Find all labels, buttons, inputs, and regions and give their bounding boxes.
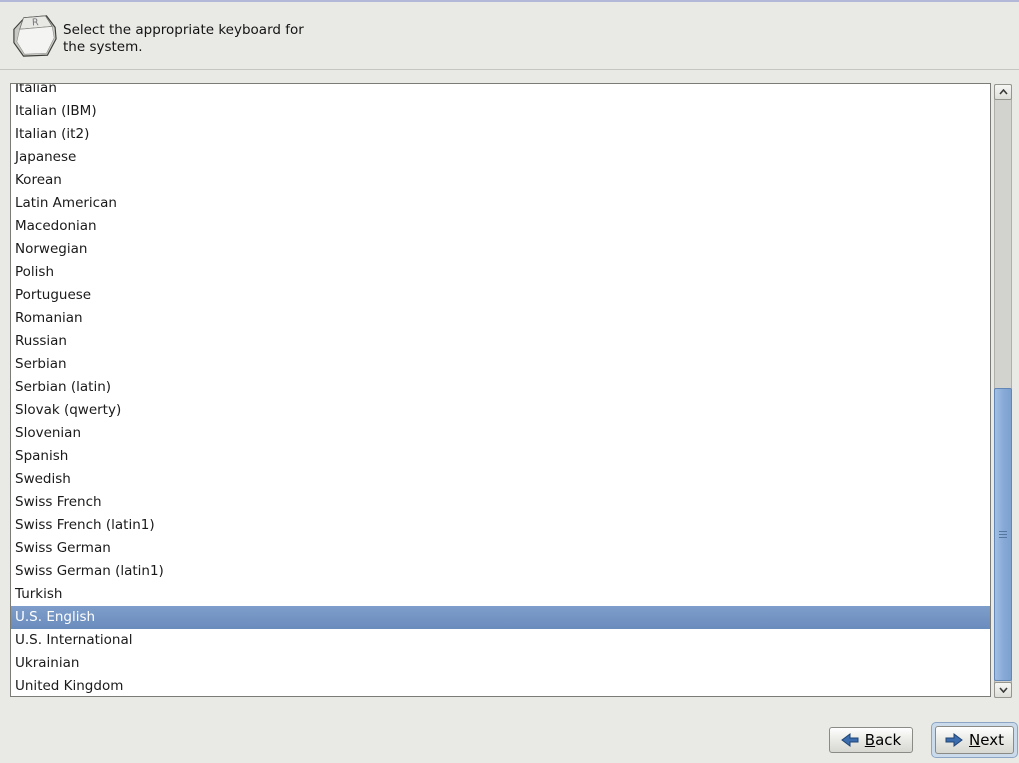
list-item[interactable]: Latin American — [15, 195, 117, 211]
list-item[interactable]: Polish — [15, 264, 55, 280]
list-item[interactable]: Macedonian — [15, 218, 97, 234]
keyboard-list-rows: Italian Italian (IBM) Italian (it2) Japa… — [11, 83, 990, 696]
list-item[interactable]: Slovenian — [15, 425, 82, 441]
list-item[interactable]: Swiss German (latin1) — [15, 563, 164, 579]
scroll-down-button[interactable] — [994, 682, 1012, 698]
next-button[interactable]: Next — [935, 726, 1014, 754]
list-item[interactable]: Swiss French (latin1) — [15, 517, 155, 533]
thumb-grip — [999, 533, 1007, 535]
header: R Select the appropriate keyboard for th… — [0, 2, 1019, 70]
scrollbar-thumb[interactable] — [994, 388, 1012, 681]
list-item[interactable]: Russian — [15, 333, 67, 349]
list-item[interactable]: Slovak (qwerty) — [15, 402, 122, 418]
back-button[interactable]: Back — [829, 727, 913, 753]
list-item[interactable]: Italian — [15, 83, 57, 96]
vertical-scrollbar[interactable] — [993, 84, 1013, 698]
list-item[interactable]: Swiss German — [15, 540, 111, 556]
keyboard-key-icon: R — [13, 15, 57, 57]
list-item[interactable]: Swedish — [15, 471, 71, 487]
scroll-up-button[interactable] — [994, 84, 1012, 100]
instruction-text: Select the appropriate keyboard for the … — [63, 22, 304, 55]
chevron-down-icon — [998, 687, 1008, 693]
list-item[interactable]: Serbian (latin) — [15, 379, 112, 395]
back-button-label: Back — [864, 731, 902, 749]
list-item[interactable]: United Kingdom — [15, 678, 124, 694]
list-item[interactable]: Serbian — [15, 356, 67, 372]
list-item[interactable]: Japanese — [15, 149, 77, 165]
list-item[interactable]: U.S. International — [15, 632, 133, 648]
list-item[interactable]: Ukrainian — [15, 655, 80, 671]
thumb-grip — [999, 536, 1007, 538]
list-item[interactable]: Swiss French — [15, 494, 102, 510]
list-item-selected[interactable]: U.S. English — [11, 606, 990, 629]
keycap-letter: R — [32, 17, 40, 28]
list-item[interactable]: Spanish — [15, 448, 69, 464]
list-item[interactable]: Norwegian — [15, 241, 88, 257]
list-item[interactable]: Turkish — [15, 586, 63, 602]
chevron-up-icon — [998, 89, 1008, 95]
thumb-grip — [999, 530, 1007, 532]
list-item[interactable]: Korean — [15, 172, 62, 188]
list-item[interactable]: Romanian — [15, 310, 83, 326]
next-arrow-icon — [945, 733, 963, 747]
list-item[interactable]: Italian (IBM) — [15, 103, 97, 119]
keyboard-list[interactable]: Italian Italian (IBM) Italian (it2) Japa… — [10, 83, 991, 697]
list-item[interactable]: Portuguese — [15, 287, 92, 303]
next-button-focus-ring: Next — [931, 722, 1018, 758]
list-item[interactable]: Italian (it2) — [15, 126, 90, 142]
top-accent-line — [0, 0, 1019, 2]
back-arrow-icon — [840, 733, 859, 747]
next-button-label: Next — [969, 731, 1004, 749]
